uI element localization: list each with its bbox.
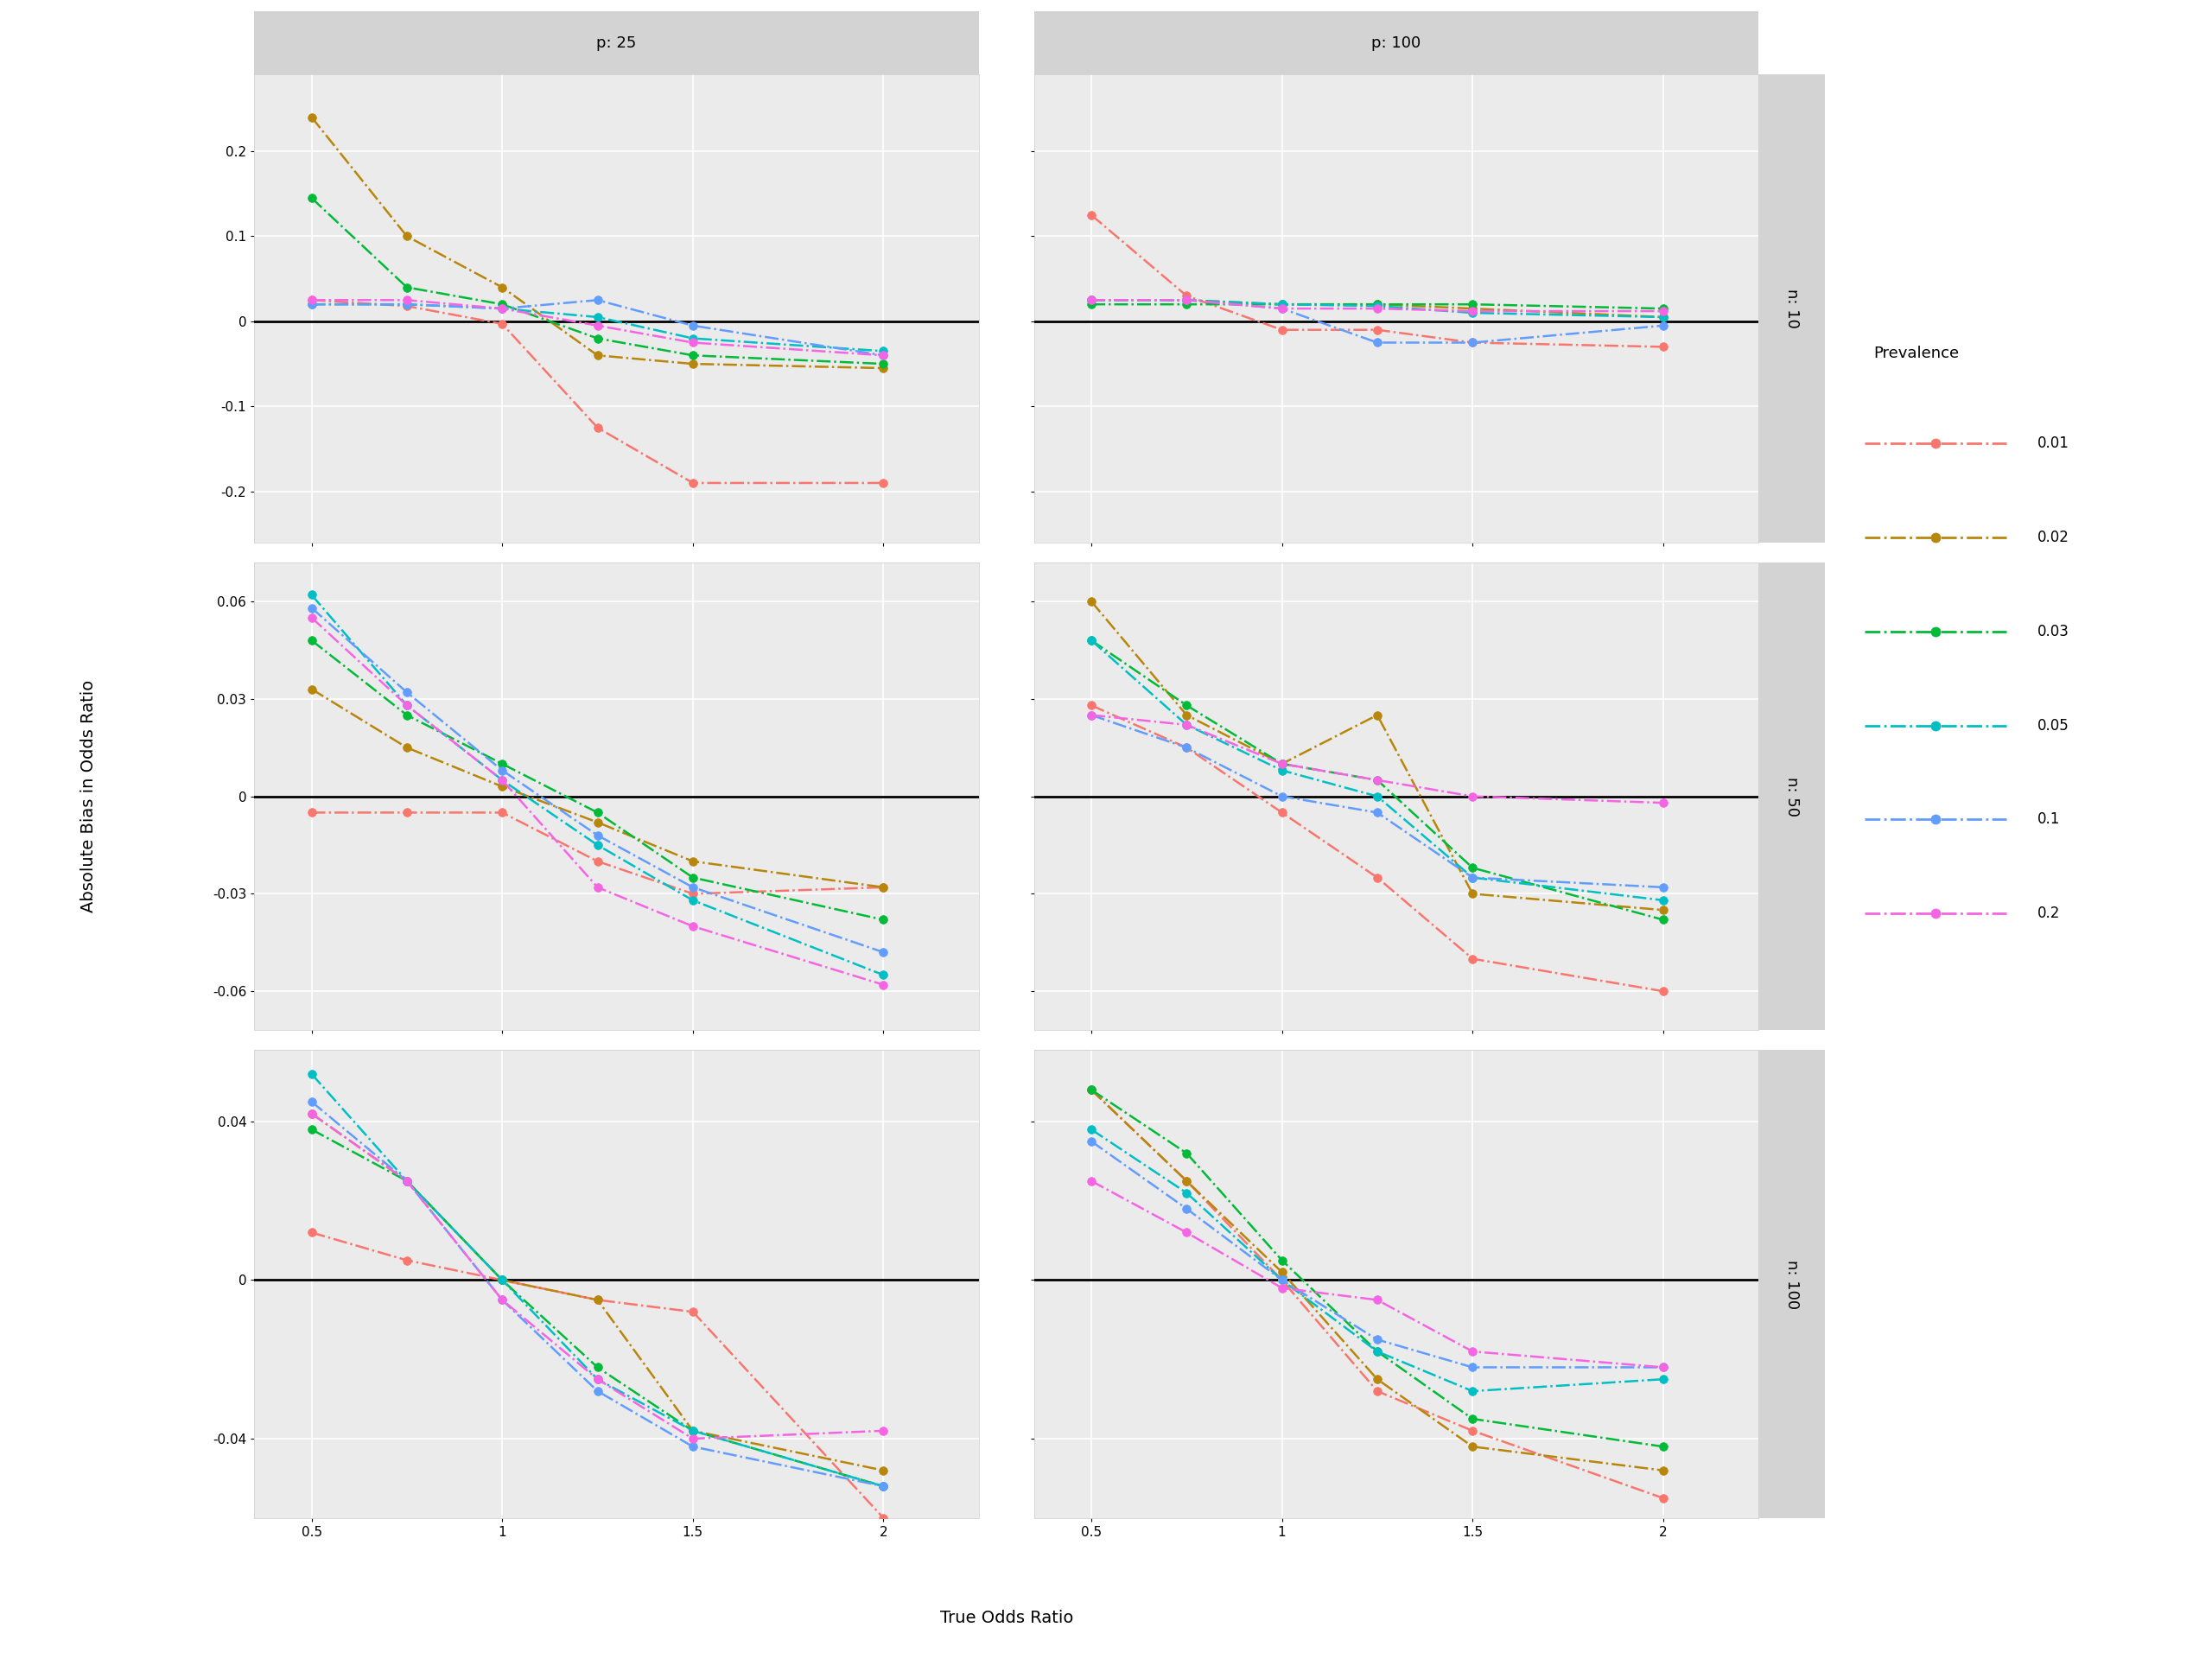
Text: 0.2: 0.2: [2037, 906, 2062, 921]
Text: Absolute Bias in Odds Ratio: Absolute Bias in Odds Ratio: [80, 680, 97, 912]
Text: n: 100: n: 100: [1783, 1259, 1801, 1309]
Text: 0.03: 0.03: [2037, 624, 2070, 639]
Text: 0.02: 0.02: [2037, 529, 2070, 546]
Text: 0.1: 0.1: [2037, 811, 2062, 828]
Text: n: 10: n: 10: [1783, 289, 1801, 328]
Text: 0.05: 0.05: [2037, 718, 2070, 733]
Text: Prevalence: Prevalence: [1874, 345, 1960, 362]
Text: p: 100: p: 100: [1371, 35, 1420, 51]
Text: n: 50: n: 50: [1783, 776, 1801, 816]
Text: True Odds Ratio: True Odds Ratio: [940, 1609, 1073, 1626]
Text: p: 25: p: 25: [597, 35, 637, 51]
Text: 0.01: 0.01: [2037, 436, 2070, 451]
